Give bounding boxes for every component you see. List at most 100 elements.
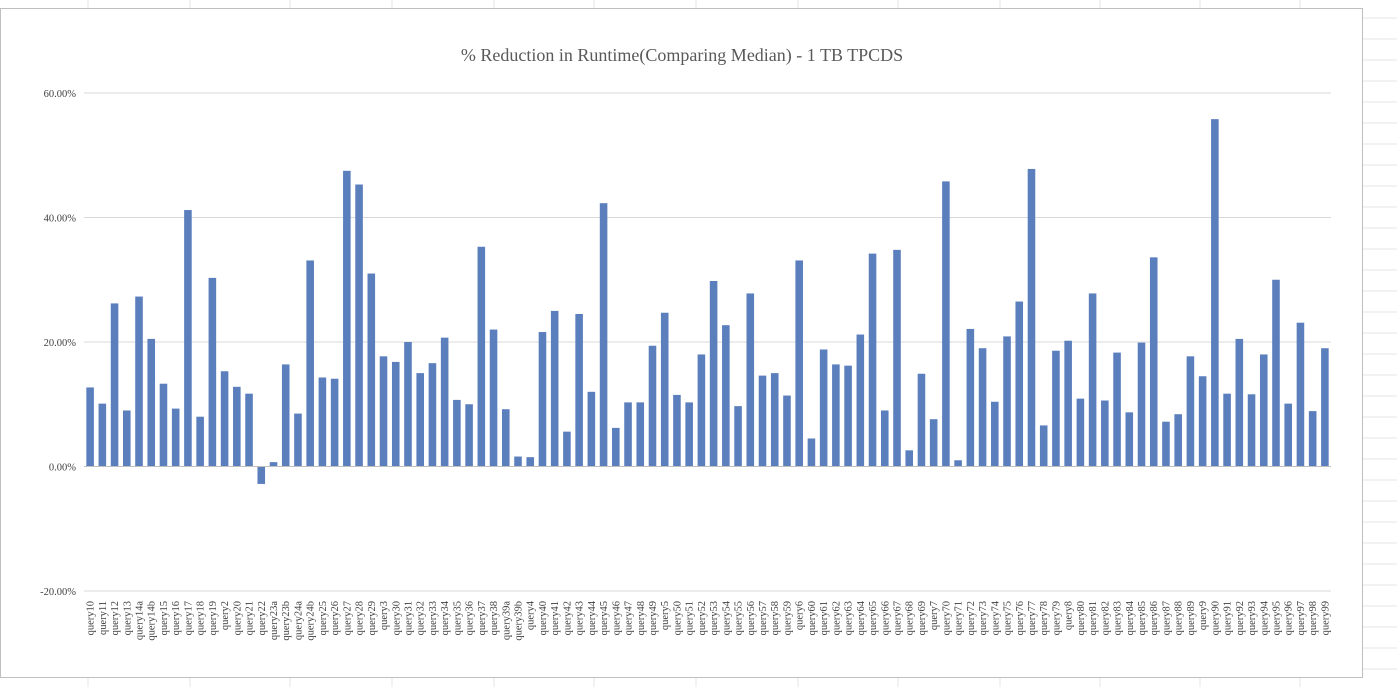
bar-query80 <box>1076 398 1085 467</box>
bar-query32 <box>416 373 424 467</box>
bar-query51 <box>685 402 693 467</box>
bar-query55 <box>734 406 742 467</box>
x-category-label: query60 <box>807 601 818 635</box>
bar-query15 <box>159 383 168 467</box>
x-category-label: query68 <box>905 601 916 635</box>
bar-query74 <box>991 401 999 467</box>
bar-query23b <box>281 364 290 467</box>
x-category-label: query43 <box>575 601 586 635</box>
bar-query70 <box>942 181 950 467</box>
bar-query81 <box>1088 293 1097 467</box>
x-category-label: query59 <box>782 601 793 635</box>
bar-query72 <box>966 328 975 467</box>
chart-area[interactable]: % Reduction in Runtime(Comparing Median)… <box>0 8 1363 678</box>
bar-query14b <box>147 338 156 467</box>
x-category-label: query5 <box>660 601 671 630</box>
x-category-label: query16 <box>171 601 182 635</box>
bar-query96 <box>1284 403 1292 467</box>
x-category-label: query47 <box>624 601 635 635</box>
x-category-label: query8 <box>1064 601 1075 630</box>
x-category-label: query84 <box>1125 600 1136 635</box>
bar-query49 <box>648 345 657 467</box>
bar-query62 <box>832 364 840 467</box>
x-category-label: query12 <box>110 601 121 635</box>
bar-query16 <box>171 408 180 467</box>
x-category-label: query34 <box>440 600 451 635</box>
bar-query53 <box>709 281 718 467</box>
x-category-label: query78 <box>1039 601 1050 635</box>
x-category-label: query4 <box>526 600 537 630</box>
x-category-label: query87 <box>1161 601 1172 635</box>
bars <box>86 119 1329 484</box>
bar-query79 <box>1052 350 1060 467</box>
x-category-label: query75 <box>1003 601 1014 635</box>
x-category-label: query94 <box>1259 600 1270 635</box>
bar-query69 <box>917 373 926 467</box>
x-category-label: query40 <box>538 601 549 635</box>
x-category-label: query14b <box>147 601 158 641</box>
x-category-label: query21 <box>245 601 256 635</box>
x-category-label: query90 <box>1210 601 1221 635</box>
bar-query86 <box>1149 257 1158 467</box>
bar-query22 <box>257 466 266 484</box>
x-category-label: query7 <box>929 601 940 630</box>
bar-query83 <box>1113 352 1121 467</box>
x-category-label: query25 <box>318 601 329 635</box>
bar-query35 <box>453 399 461 467</box>
x-category-label: query92 <box>1235 601 1246 635</box>
x-category-label: query33 <box>428 601 439 635</box>
bar-query5 <box>660 312 669 467</box>
bar-query3 <box>379 356 388 467</box>
bar-query48 <box>636 402 645 467</box>
bar-query2 <box>220 371 229 467</box>
bar-query84 <box>1125 412 1134 467</box>
bar-query75 <box>1003 336 1011 467</box>
bar-query42 <box>563 431 571 467</box>
bar-query24b <box>306 260 314 467</box>
bar-query57 <box>758 375 767 467</box>
chart-title: % Reduction in Runtime(Comparing Median)… <box>461 45 903 66</box>
x-category-label: query26 <box>330 601 341 635</box>
bar-query9 <box>1198 376 1207 467</box>
x-category-label: query88 <box>1174 601 1185 635</box>
bar-query60 <box>807 438 816 467</box>
x-category-label: query53 <box>709 601 720 635</box>
bar-query36 <box>465 404 473 467</box>
bar-query12 <box>110 303 119 467</box>
bar-query68 <box>905 450 914 467</box>
x-category-label: query48 <box>636 601 647 635</box>
bar-query13 <box>123 410 131 467</box>
bar-query40 <box>538 332 547 467</box>
x-category-label: query19 <box>208 601 219 635</box>
bar-query66 <box>880 410 889 467</box>
bar-query25 <box>318 377 327 467</box>
x-category-label: query13 <box>122 601 133 635</box>
bar-query88 <box>1174 414 1182 467</box>
bar-query64 <box>856 334 865 467</box>
x-category-label: query63 <box>844 601 855 635</box>
bar-query14a <box>135 296 143 467</box>
y-tick-label: -20.00% <box>40 587 76 598</box>
bar-query41 <box>550 310 559 467</box>
x-category-label: query73 <box>978 601 989 635</box>
x-category-label: query98 <box>1308 601 1319 635</box>
bar-query34 <box>440 337 449 467</box>
x-category-label: query51 <box>685 601 696 635</box>
value-axis-labels: 60.00% 40.00% 20.00% 0.00% -20.00% <box>40 89 76 598</box>
bar-query27 <box>343 170 351 467</box>
bar-chart: % Reduction in Runtime(Comparing Median)… <box>40 45 1331 641</box>
x-category-label: query3 <box>379 601 390 630</box>
y-tick-label: 40.00% <box>44 214 77 225</box>
x-category-label: query65 <box>868 601 879 635</box>
bar-query78 <box>1039 425 1048 467</box>
bar-query99 <box>1321 348 1329 467</box>
x-category-label: query83 <box>1113 601 1124 635</box>
x-category-label: query44 <box>587 600 598 635</box>
bar-query50 <box>673 394 681 467</box>
x-category-label: query58 <box>770 601 781 635</box>
bar-query77 <box>1027 168 1036 467</box>
bar-query43 <box>575 313 583 467</box>
x-category-label: query29 <box>367 601 378 635</box>
x-category-label: query55 <box>734 601 745 635</box>
x-category-label: query31 <box>403 601 414 635</box>
